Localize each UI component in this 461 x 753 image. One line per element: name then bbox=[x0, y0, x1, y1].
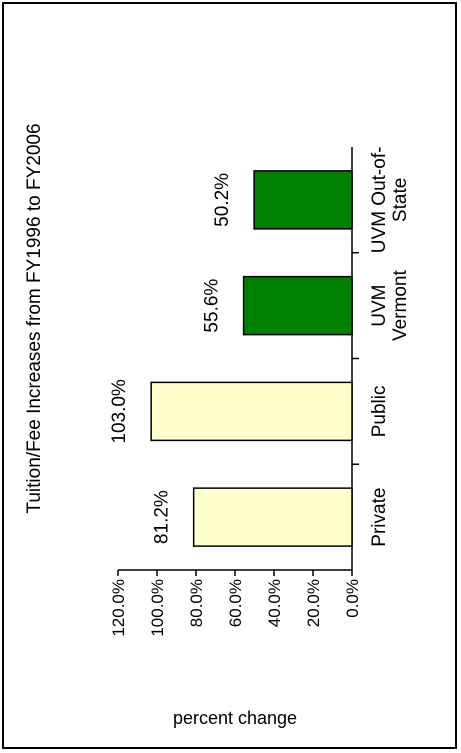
data-label: 103.0% bbox=[109, 379, 130, 444]
category-label: State bbox=[390, 178, 411, 222]
category-label: Vermont bbox=[390, 270, 411, 341]
category-label: UVM bbox=[369, 285, 390, 327]
y-tick-label: 80.0% bbox=[187, 579, 206, 627]
category-label: Private bbox=[369, 488, 390, 547]
data-label: 81.2% bbox=[152, 490, 173, 544]
bar bbox=[253, 170, 353, 230]
category-label: Public bbox=[369, 386, 390, 438]
y-tick-label: 40.0% bbox=[265, 579, 284, 627]
y-tick-label: 20.0% bbox=[304, 579, 323, 627]
y-axis-label: percent change bbox=[173, 708, 297, 728]
y-tick-label: 100.0% bbox=[148, 579, 167, 637]
chart-frame bbox=[2, 2, 457, 749]
bar bbox=[192, 487, 353, 547]
data-label: 50.2% bbox=[212, 173, 233, 227]
bar bbox=[150, 381, 353, 442]
y-tick-label: 60.0% bbox=[226, 579, 245, 627]
category-label: UVM Out-of- bbox=[369, 147, 390, 254]
bar bbox=[242, 275, 353, 336]
chart-title: Tuition/Fee Increases from FY1996 to FY2… bbox=[24, 123, 45, 513]
y-tick-label: 0.0% bbox=[343, 579, 362, 618]
y-tick-label: 120.0% bbox=[109, 579, 128, 637]
data-label: 55.6% bbox=[202, 279, 223, 333]
